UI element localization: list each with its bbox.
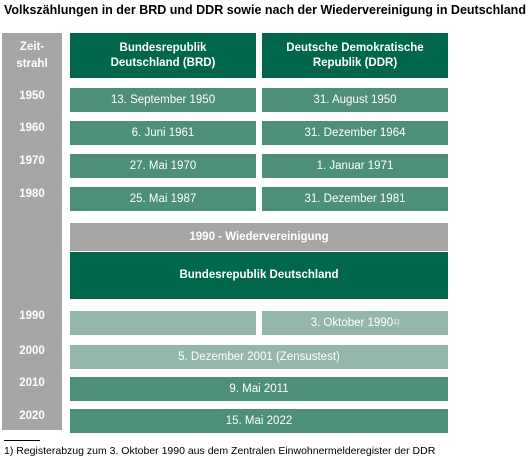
ddr-census-1990-label: 3. Oktober 1990 bbox=[310, 316, 394, 329]
ddr-census-1950: 31. August 1950 bbox=[262, 88, 448, 112]
unified-germany-header: Bundesrepublik Deutschland bbox=[70, 252, 448, 299]
brd-1990-empty-cell bbox=[70, 311, 256, 335]
footnote: 1) Registerabzug zum 3. Oktober 1990 aus… bbox=[4, 445, 436, 457]
ddr-header-line2: Republik (DDR) bbox=[312, 56, 398, 69]
ddr-census-1971: 1. Januar 1971 bbox=[262, 154, 448, 178]
brd-census-1987: 25. Mai 1987 bbox=[70, 187, 256, 211]
brd-header-line1: Bundesrepublik bbox=[119, 42, 207, 55]
page-title: Volkszählungen in der BRD und DDR sowie … bbox=[4, 3, 526, 17]
timeline-year-1980: 1980 bbox=[19, 188, 45, 200]
ddr-census-1990: 3. Oktober 1990 1) bbox=[262, 311, 448, 335]
census-2022: 15. Mai 2022 bbox=[70, 409, 448, 433]
brd-census-1970: 27. Mai 1970 bbox=[70, 154, 256, 178]
census-2001: 5. Dezember 2001 (Zensustest) bbox=[70, 345, 448, 369]
brd-header-line2: Deutschland (BRD) bbox=[110, 56, 216, 69]
ddr-census-1981: 31. Dezember 1981 bbox=[262, 187, 448, 211]
timeline-column bbox=[2, 33, 62, 430]
timeline-header-line1: Zeit- bbox=[19, 41, 45, 53]
footnote-divider bbox=[4, 440, 40, 441]
reunification-band: 1990 - Wiedervereinigung bbox=[70, 223, 448, 251]
timeline-year-1960: 1960 bbox=[19, 122, 45, 134]
timeline-year-2000: 2000 bbox=[19, 345, 45, 357]
timeline-header-line2: strahl bbox=[16, 58, 48, 70]
brd-census-1961: 6. Juni 1961 bbox=[70, 121, 256, 145]
timeline-year-1970: 1970 bbox=[19, 155, 45, 167]
timeline-year-1990: 1990 bbox=[19, 310, 45, 322]
brd-column-header: Bundesrepublik Deutschland (BRD) bbox=[70, 33, 256, 78]
ddr-column-header: Deutsche Demokratische Republik (DDR) bbox=[262, 33, 448, 78]
timeline-header: Zeit- strahl bbox=[2, 39, 62, 73]
brd-census-1950: 13. September 1950 bbox=[70, 88, 256, 112]
timeline-year-1950: 1950 bbox=[19, 90, 45, 102]
ddr-header-line1: Deutsche Demokratische bbox=[286, 42, 424, 55]
timeline-year-2020: 2020 bbox=[19, 410, 45, 422]
ddr-census-1964: 31. Dezember 1964 bbox=[262, 121, 448, 145]
timeline-year-2010: 2010 bbox=[19, 377, 45, 389]
census-2011: 9. Mai 2011 bbox=[70, 377, 448, 401]
